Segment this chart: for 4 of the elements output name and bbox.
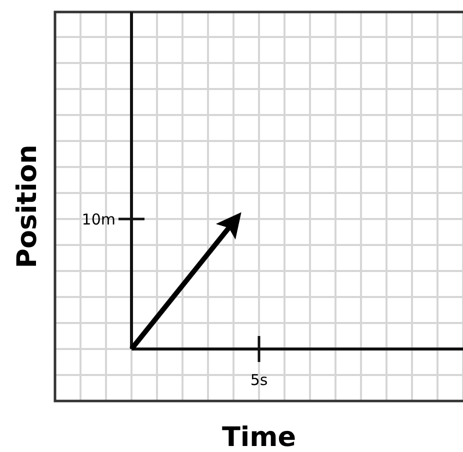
x-axis-title: Time <box>222 422 296 452</box>
text: 5s <box>250 371 268 389</box>
annotation: 10m <box>82 210 116 228</box>
y-axis-title: Position <box>12 144 43 268</box>
